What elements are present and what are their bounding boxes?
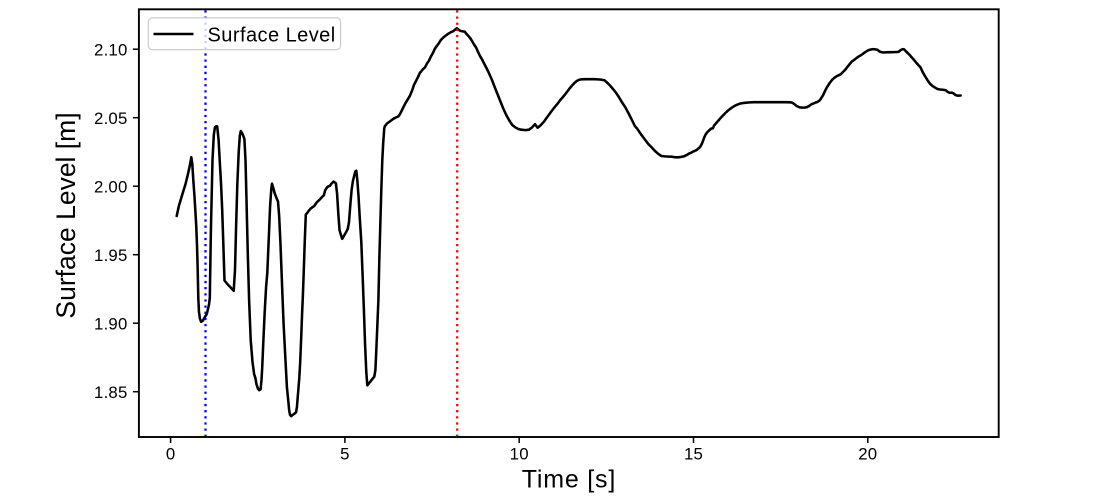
svg-text:5: 5 — [340, 445, 350, 464]
svg-text:0: 0 — [166, 445, 176, 464]
svg-text:1.90: 1.90 — [94, 315, 127, 334]
svg-text:2.00: 2.00 — [94, 178, 127, 197]
svg-text:1.95: 1.95 — [94, 246, 127, 265]
svg-text:Surface Level: Surface Level — [208, 25, 336, 47]
svg-text:Time [s]: Time [s] — [522, 466, 616, 494]
svg-text:Surface Level [m]: Surface Level [m] — [51, 112, 81, 318]
svg-text:15: 15 — [684, 445, 703, 464]
svg-text:1.85: 1.85 — [94, 383, 127, 402]
svg-text:20: 20 — [858, 445, 877, 464]
svg-text:2.10: 2.10 — [94, 41, 127, 60]
svg-text:10: 10 — [510, 445, 529, 464]
svg-text:2.05: 2.05 — [94, 109, 127, 128]
